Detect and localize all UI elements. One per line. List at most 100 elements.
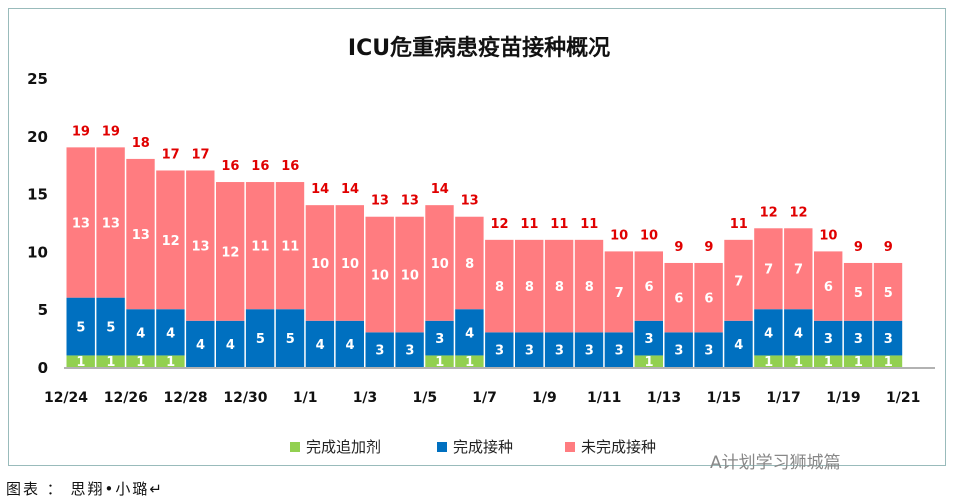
data-label: 1 (76, 355, 85, 370)
bar-segment (305, 320, 335, 367)
data-label: 8 (465, 257, 474, 272)
total-label: 13 (371, 194, 389, 209)
watermark: A计划学习狮城篇 (710, 453, 841, 473)
data-label: 5 (106, 321, 115, 336)
bar-segment (873, 320, 903, 356)
data-label: 1 (435, 355, 444, 370)
bar-segment (754, 355, 783, 367)
bar-segment (126, 309, 155, 356)
data-label: 4 (136, 326, 145, 341)
chart-frame (8, 8, 946, 466)
total-label: 17 (192, 147, 210, 162)
total-label: 14 (341, 182, 359, 197)
bar-segment (724, 239, 753, 321)
bar-segment (873, 262, 903, 321)
bar-segment (784, 309, 813, 356)
bar-segment (634, 251, 663, 321)
total-label: 13 (401, 194, 419, 209)
x-tick-label: 12/24 (44, 390, 88, 406)
bar-segment (305, 205, 335, 321)
bar-segment (664, 262, 693, 333)
data-label: 8 (555, 280, 564, 295)
footer-caption: 图表 ： 思翔•小璐↵ (6, 480, 164, 498)
bar-segment (544, 332, 574, 367)
legend-item-complete: 完成接种 (437, 436, 513, 457)
bar-segment (186, 320, 215, 367)
data-label: 6 (645, 280, 654, 295)
total-label: 11 (580, 217, 598, 232)
bar-segment (694, 332, 723, 367)
data-label: 3 (585, 344, 594, 359)
data-label: 1 (824, 355, 833, 370)
data-label: 12 (162, 234, 180, 249)
legend-label: 完成接种 (453, 438, 514, 456)
data-label: 8 (585, 280, 594, 295)
data-label: 3 (615, 344, 624, 359)
total-label: 9 (674, 240, 683, 255)
chart-title: ICU危重病患疫苗接种概况 (347, 36, 611, 61)
data-label: 4 (316, 338, 325, 353)
bar-segment (574, 332, 604, 367)
bar-segment (275, 309, 305, 367)
data-label: 4 (465, 326, 474, 341)
data-label: 10 (431, 257, 449, 272)
y-tick-label: 15 (27, 186, 48, 204)
data-label: 8 (495, 280, 504, 295)
bar-segment (724, 320, 753, 367)
data-label: 1 (136, 355, 145, 370)
y-tick-label: 10 (27, 243, 48, 261)
x-tick-label: 1/19 (826, 390, 860, 406)
data-label: 7 (764, 263, 773, 278)
data-label: 1 (645, 355, 654, 370)
data-label: 5 (256, 332, 265, 347)
bar-segment (66, 297, 95, 356)
bar-segment (455, 355, 484, 367)
data-label: 10 (341, 257, 359, 272)
legend-swatch (290, 441, 300, 452)
bar-segment (843, 355, 873, 367)
bar-segment (754, 228, 783, 310)
bar-segment (216, 182, 245, 321)
total-label: 12 (790, 205, 808, 220)
data-label: 3 (824, 332, 833, 347)
data-label: 6 (704, 292, 713, 307)
bar-segment (814, 355, 843, 367)
total-label: 16 (221, 159, 239, 174)
bar-segment (515, 239, 544, 333)
data-label: 3 (704, 344, 713, 359)
bar-segment (96, 297, 125, 356)
x-tick-label: 1/5 (412, 390, 437, 406)
data-label: 11 (281, 240, 299, 255)
data-label: 5 (854, 286, 863, 301)
total-label: 10 (819, 228, 837, 243)
data-label: 1 (794, 355, 803, 370)
x-tick-label: 1/13 (647, 390, 681, 406)
data-label: 3 (435, 332, 444, 347)
bar-segment (455, 309, 484, 356)
data-label: 13 (72, 217, 90, 232)
bar-segment (814, 320, 843, 356)
y-tick-label: 25 (27, 70, 48, 88)
total-label: 19 (72, 124, 90, 139)
bar-segment (634, 320, 663, 356)
bar-segment (425, 355, 454, 367)
total-label: 16 (281, 159, 299, 174)
bar-segment (395, 332, 424, 367)
bar-segment (485, 239, 514, 333)
data-label: 7 (794, 263, 803, 278)
bar-segment (604, 251, 634, 333)
x-tick-label: 1/17 (766, 390, 800, 406)
legend-label: 未完成接种 (581, 438, 657, 456)
bar-segment (485, 332, 514, 367)
x-tick-label: 1/11 (587, 390, 621, 406)
data-label: 13 (192, 240, 210, 255)
x-tick-label: 1/21 (886, 390, 920, 406)
data-label: 3 (674, 344, 683, 359)
data-label: 13 (132, 228, 150, 243)
bar-segment (604, 332, 634, 367)
data-label: 6 (824, 280, 833, 295)
bar-segment (96, 147, 125, 298)
total-label: 11 (520, 217, 538, 232)
legend-item-booster: 完成追加剂 (290, 436, 381, 457)
